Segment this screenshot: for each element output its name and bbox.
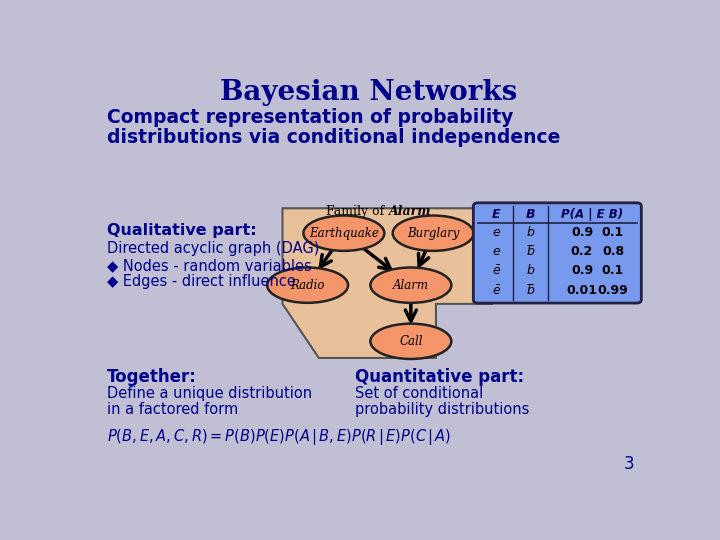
Ellipse shape (370, 267, 451, 303)
Text: e: e (492, 226, 500, 239)
Text: E: E (492, 208, 500, 221)
Ellipse shape (370, 323, 451, 359)
Text: 0.8: 0.8 (602, 245, 624, 258)
Text: ◆ Nodes - random variables: ◆ Nodes - random variables (107, 258, 312, 273)
Text: 0.01: 0.01 (567, 284, 598, 296)
Text: ◆ Edges - direct influence: ◆ Edges - direct influence (107, 274, 296, 289)
FancyBboxPatch shape (473, 203, 642, 303)
Text: 0.9: 0.9 (571, 226, 593, 239)
Ellipse shape (267, 267, 348, 303)
Text: 0.99: 0.99 (598, 284, 629, 296)
Text: B: B (526, 208, 535, 221)
Text: $P(B,E,A,C,R) = P(B)P(E)P(A\,|\,B,E)P(R\,|\,E)P(C\,|\,A)$: $P(B,E,A,C,R) = P(B)P(E)P(A\,|\,B,E)P(R\… (107, 427, 451, 447)
Text: b: b (526, 226, 534, 239)
Text: Set of conditional: Set of conditional (355, 386, 483, 401)
Text: e: e (492, 245, 500, 258)
Text: b̅: b̅ (526, 284, 534, 296)
Text: Alarm: Alarm (389, 205, 431, 218)
Text: Together:: Together: (107, 368, 197, 386)
Text: ē: ē (492, 265, 500, 278)
Text: Bayesian Networks: Bayesian Networks (220, 79, 518, 106)
Text: probability distributions: probability distributions (355, 402, 529, 416)
Text: Define a unique distribution: Define a unique distribution (107, 386, 312, 401)
Text: 0.1: 0.1 (602, 226, 624, 239)
Text: Radio: Radio (290, 279, 325, 292)
Text: b: b (526, 265, 534, 278)
Text: Alarm: Alarm (393, 279, 429, 292)
Text: Earthquake: Earthquake (309, 227, 379, 240)
Text: 0.9: 0.9 (571, 265, 593, 278)
Text: Burglary: Burglary (407, 227, 459, 240)
Text: 0.2: 0.2 (571, 245, 593, 258)
Text: Compact representation of probability: Compact representation of probability (107, 109, 513, 127)
Text: P(A | E B): P(A | E B) (562, 208, 624, 221)
Text: in a factored form: in a factored form (107, 402, 238, 416)
Text: 0.1: 0.1 (602, 265, 624, 278)
Ellipse shape (392, 215, 474, 251)
Text: 3: 3 (624, 455, 634, 473)
Polygon shape (282, 208, 492, 358)
Text: Quantitative part:: Quantitative part: (355, 368, 524, 386)
Text: ē: ē (492, 284, 500, 296)
Ellipse shape (303, 215, 384, 251)
Text: Directed acyclic graph (DAG): Directed acyclic graph (DAG) (107, 241, 319, 256)
Text: Family of: Family of (326, 205, 389, 218)
Text: Call: Call (399, 335, 423, 348)
Text: b̅: b̅ (526, 245, 534, 258)
Text: distributions via conditional independence: distributions via conditional independen… (107, 128, 560, 147)
Text: Qualitative part:: Qualitative part: (107, 223, 256, 238)
